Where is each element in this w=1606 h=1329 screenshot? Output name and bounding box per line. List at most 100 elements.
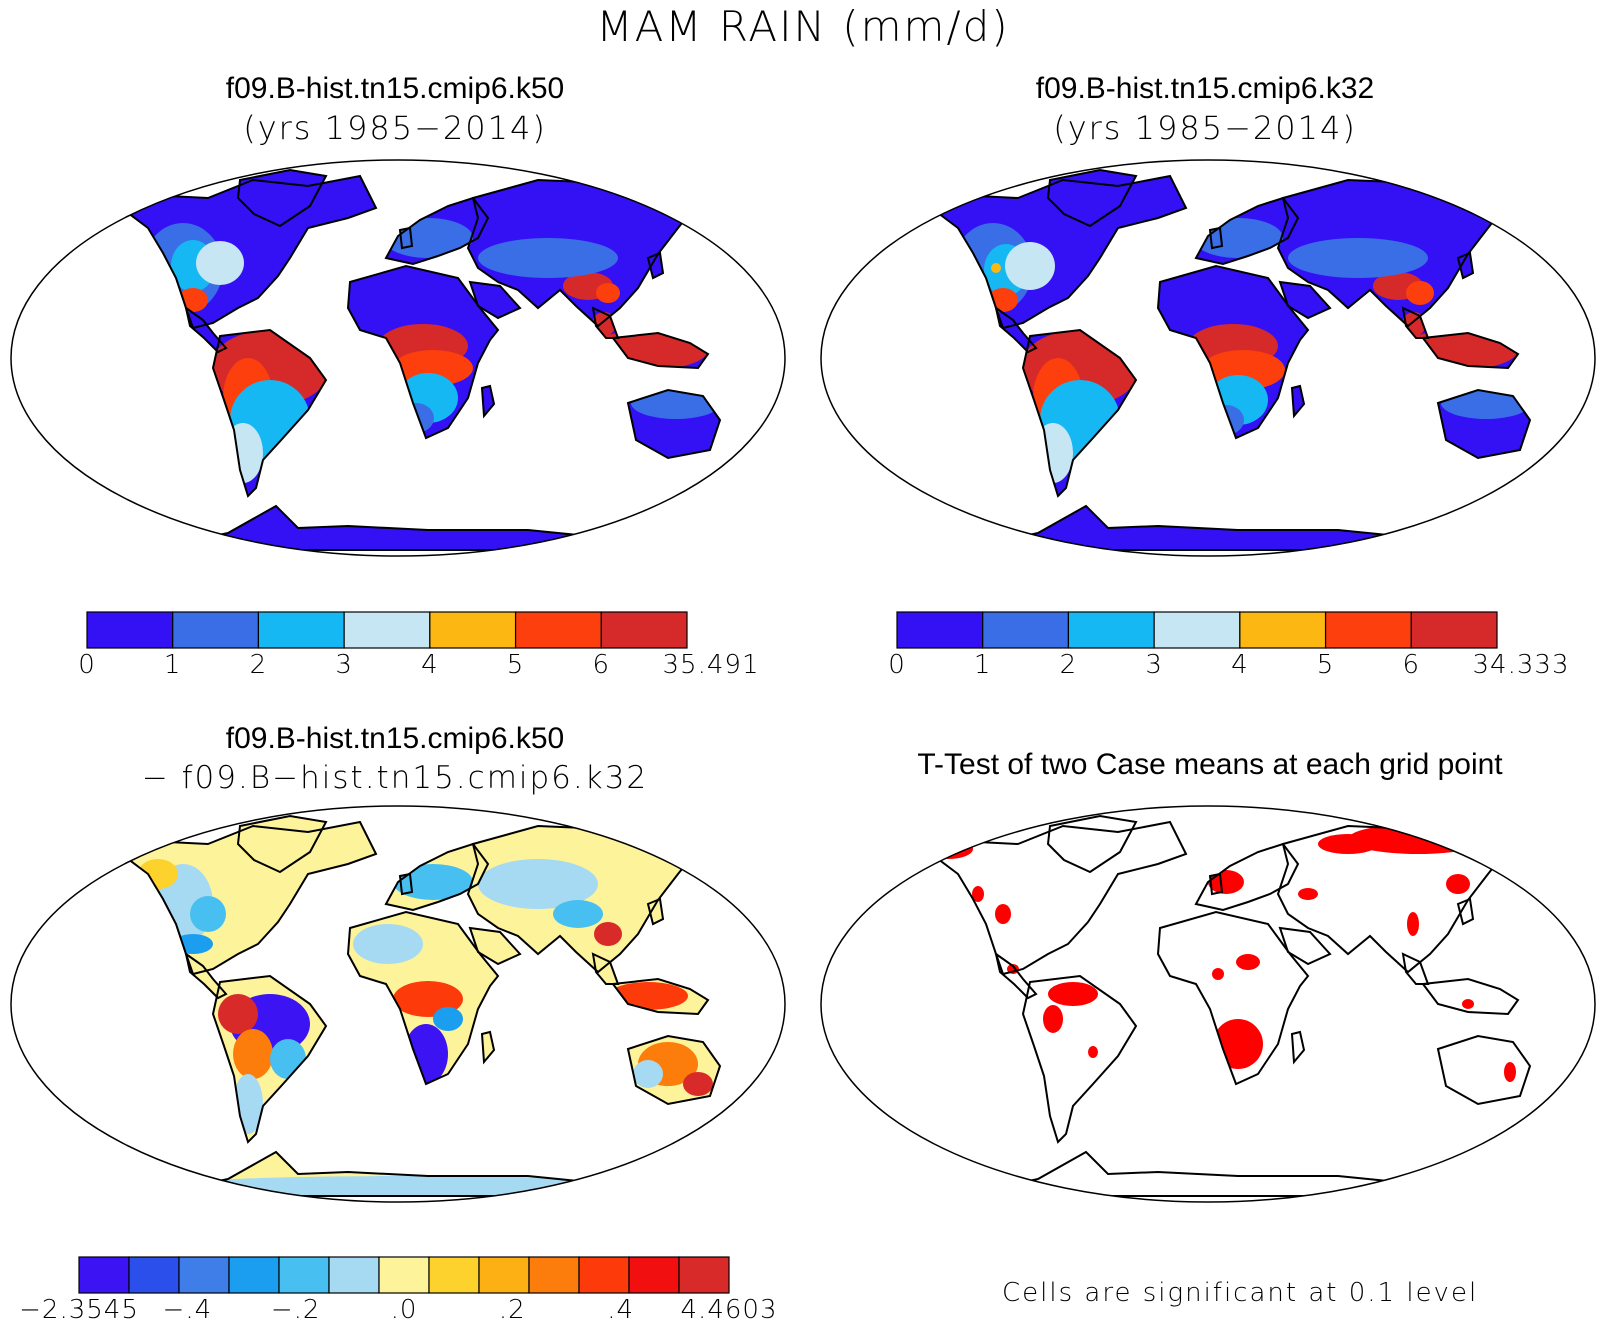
colorbar-diff-swatch bbox=[178, 1256, 230, 1294]
map-ttest-coastline-southAmerica bbox=[1021, 974, 1138, 1144]
map-k50-coastline-australia bbox=[626, 388, 722, 460]
map-k50-coastline-indonesia bbox=[611, 331, 710, 370]
map-k50-land-arabia bbox=[470, 282, 520, 318]
map-ttest-field-patch-asia bbox=[1407, 912, 1419, 936]
colorbar-diff-swatch bbox=[678, 1256, 730, 1294]
map-k32-coastline-europe bbox=[1194, 196, 1300, 266]
map-ttest-land-indonesia bbox=[1423, 979, 1518, 1014]
colorbar-k32-tick-label: 4 bbox=[1231, 650, 1249, 680]
map-ttest-coastline-greenland bbox=[1046, 814, 1138, 874]
map-k32-field-patch-asia bbox=[1288, 238, 1428, 278]
map-ttest-coastline-arabia bbox=[1278, 926, 1332, 966]
colorbar-k32-tick-label: 1 bbox=[973, 650, 992, 680]
map-diff-coastline-madagascar bbox=[480, 1030, 496, 1065]
map-k32-field-patch-northAmerica bbox=[991, 263, 1001, 273]
colorbar-k50-swatch bbox=[429, 611, 517, 649]
map-ttest-land-indochina bbox=[1403, 954, 1428, 984]
years-label: (yrs 1985−2014) bbox=[1053, 109, 1357, 147]
case-name: f09.B-hist.tn15.cmip6.k32 bbox=[1035, 72, 1375, 105]
map-ttest-field-patch-northAmerica bbox=[972, 886, 984, 902]
map-k32-coastline-africa bbox=[1156, 264, 1310, 440]
map-diff-field-patch-africa bbox=[433, 1007, 463, 1031]
colorbar-k32-tick-label: 2 bbox=[1059, 650, 1078, 680]
map-k32-coastline-japan bbox=[1456, 251, 1475, 280]
map-diff-field-patch-northAmerica bbox=[190, 896, 226, 932]
map-ttest-coastline-antarctica bbox=[967, 1150, 1459, 1197]
map-k32-land-northAmerica bbox=[918, 176, 1186, 328]
map-k50-coastline-madagascar bbox=[480, 384, 496, 419]
map-k50-coastline-southAmerica bbox=[211, 328, 328, 498]
map-diff-field-patch-antarctica bbox=[168, 1176, 648, 1196]
colorbar-k50-swatch bbox=[86, 611, 174, 649]
map-diff-coastline-australia bbox=[626, 1034, 722, 1106]
colorbar-k50-swatch bbox=[514, 611, 602, 649]
map-k32-coastline-indonesia bbox=[1421, 331, 1520, 370]
colorbar-ticks-difference: −2.3545 −.4 −.2 .0 .2 .4 4.4603 bbox=[19, 1295, 776, 1329]
map-k50-field-patch-southAmerica bbox=[223, 423, 263, 483]
map-ttest-field-patch-africa bbox=[1212, 968, 1224, 980]
map-rain-k32 bbox=[818, 158, 1598, 562]
map-diff-field-patch-northAmerica bbox=[173, 934, 213, 954]
colorbar-diff-svg bbox=[78, 1256, 730, 1294]
colorbar-k32-tick-label: 5 bbox=[1316, 650, 1335, 680]
map-diff-coastline-antarctica bbox=[157, 1150, 649, 1197]
map-rain-k50 bbox=[8, 158, 788, 562]
colorbar-diff-swatch bbox=[378, 1256, 430, 1294]
map-k50-land-northAmerica bbox=[108, 176, 376, 328]
colorbar-k50-tick-label: 6 bbox=[592, 650, 611, 680]
colorbar-k32-tick-label: 34.333 bbox=[1472, 650, 1570, 680]
map-k50-field-patch-asia bbox=[478, 238, 618, 278]
map-ttest-coastline-africa bbox=[1156, 910, 1310, 1086]
map-k32-coastline-centralAmerica bbox=[994, 305, 1038, 354]
map-ttest-land-centralAmerica bbox=[996, 954, 1036, 998]
map-diff-field-patch-southAmerica bbox=[270, 1039, 306, 1079]
map-diff-field-patch-southAmerica bbox=[218, 994, 258, 1034]
map-diff-field-patch-asia bbox=[478, 859, 598, 909]
map-ttest-coastline-uk bbox=[1208, 872, 1224, 896]
colorbar-k32-svg bbox=[896, 611, 1498, 649]
map-k32-coastline-uk bbox=[1208, 226, 1224, 250]
map-diff-coastline-greenland bbox=[236, 814, 328, 874]
map-ttest-field-patch-africa bbox=[1236, 954, 1260, 970]
map-ttest-coastline-europe bbox=[1194, 842, 1300, 912]
panel-title-ttest: T-Test of two Case means at each grid po… bbox=[840, 748, 1580, 782]
map-ttest-coastline-madagascar bbox=[1290, 1030, 1306, 1065]
map-k50-coastline-uk bbox=[398, 226, 414, 250]
colorbar-k32-swatch bbox=[1153, 611, 1241, 649]
map-k50-svg bbox=[10, 159, 786, 557]
map-diff-coastline-uk bbox=[398, 872, 414, 896]
map-ttest-field-patch-southAmerica bbox=[1088, 1046, 1098, 1058]
colorbar-k50-swatch bbox=[257, 611, 345, 649]
colorbar-diff-tick-label: −.2 bbox=[270, 1295, 321, 1325]
colorbar-diff-tick-label: .0 bbox=[390, 1295, 418, 1325]
colorbar-k32 bbox=[896, 611, 1498, 653]
map-ttest-svg bbox=[820, 805, 1596, 1203]
map-k32-coastline-greenland bbox=[1046, 168, 1138, 228]
map-diff-coastline-centralAmerica bbox=[184, 951, 228, 1000]
map-diff-globe-border bbox=[10, 805, 786, 1203]
map-ttest-field-patch-indonesia bbox=[1462, 999, 1474, 1009]
ttest-title: T-Test of two Case means at each grid po… bbox=[917, 748, 1503, 781]
colorbar-k32-tick-label: 0 bbox=[888, 650, 906, 680]
colorbar-diff-swatch bbox=[128, 1256, 180, 1294]
colorbar-k50-swatch bbox=[172, 611, 260, 649]
map-k32-svg bbox=[820, 159, 1596, 557]
map-k50-globe-border bbox=[10, 159, 786, 557]
map-ttest-coastline-japan bbox=[1456, 897, 1475, 926]
map-k32-land-antarctica bbox=[968, 506, 1458, 550]
colorbar-k50 bbox=[86, 611, 688, 653]
map-k50-coastline-greenland bbox=[236, 168, 328, 228]
map-diff-land-northAmerica bbox=[108, 822, 376, 974]
map-diff-coastline-indonesia bbox=[611, 977, 710, 1016]
panel-title-difference: f09.B-hist.tn15.cmip6.k50 − f09.B−hist.t… bbox=[40, 720, 750, 798]
map-ttest-field-patch-northAmerica bbox=[995, 904, 1011, 924]
colorbar-diff-swatch bbox=[628, 1256, 680, 1294]
map-diff-field-patch-northAmerica bbox=[138, 859, 178, 889]
map-diff-land-indochina bbox=[593, 954, 618, 984]
colorbar-diff-swatch bbox=[228, 1256, 280, 1294]
map-k50-land-centralAmerica bbox=[186, 308, 226, 352]
colorbar-diff-swatch bbox=[578, 1256, 630, 1294]
case-name: f09.B-hist.tn15.cmip6.k50 bbox=[225, 72, 565, 105]
map-ttest bbox=[818, 804, 1598, 1208]
colorbar-k50-tick-label: 3 bbox=[335, 650, 353, 680]
